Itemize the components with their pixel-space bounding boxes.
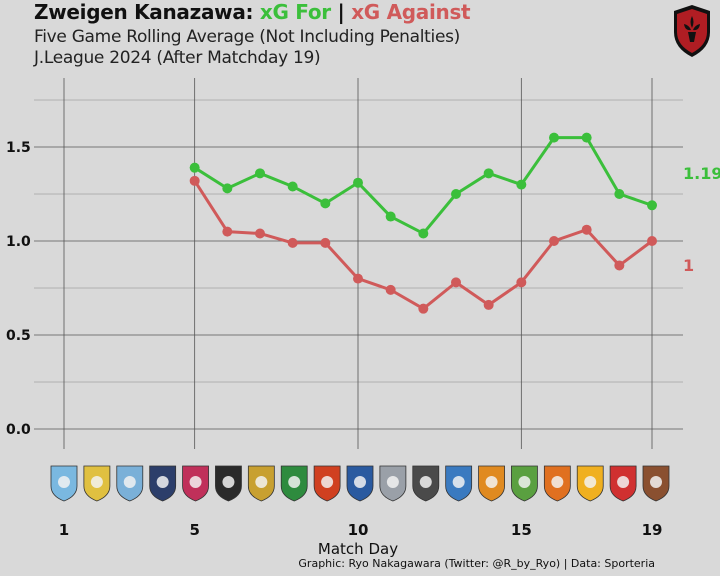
title-team: Zweigen Kanazawa: xyxy=(34,0,254,24)
series xyxy=(189,132,657,314)
data-point-xg-against xyxy=(189,175,200,186)
team-crest-icon xyxy=(674,5,710,57)
opponent-badge-icon xyxy=(182,465,209,502)
opponent-badges xyxy=(50,465,670,502)
opponent-badge-icon xyxy=(50,465,78,502)
x-axis-label: Match Day xyxy=(318,540,398,558)
data-point-xg-against xyxy=(287,237,298,248)
data-point-xg-against xyxy=(418,303,429,314)
y-tick-label: 1.5 xyxy=(6,140,31,156)
data-point-xg-for xyxy=(287,181,298,192)
chart-title: Zweigen Kanazawa: xG For | xG Against xyxy=(34,0,471,24)
title-separator: | xyxy=(337,0,345,24)
y-tick-label: 0.5 xyxy=(6,328,31,344)
data-point-xg-against xyxy=(255,228,265,239)
data-point-xg-for xyxy=(451,189,461,199)
opponent-badge-icon xyxy=(116,465,144,502)
opponent-badge-icon xyxy=(478,465,505,502)
data-point-xg-for xyxy=(581,132,592,143)
x-tick-labels: 1 5 10 15 19 xyxy=(59,521,663,539)
data-point-xg-against xyxy=(385,284,396,295)
title-xg-against: xG Against xyxy=(351,0,471,24)
y-tick-labels: 0.0 0.5 1.0 1.5 xyxy=(6,140,31,438)
data-point-xg-against xyxy=(516,277,527,288)
end-label-xg-against: 1 xyxy=(683,256,695,275)
y-tick-label: 1.0 xyxy=(6,234,31,250)
y-tick-label: 0.0 xyxy=(6,422,31,438)
x-tick-label: 10 xyxy=(348,521,369,539)
opponent-badge-icon xyxy=(642,465,670,502)
opponent-badge-icon xyxy=(511,465,538,502)
chart-subtitle-league: J.League 2024 (After Matchday 19) xyxy=(34,48,321,68)
opponent-badge-icon xyxy=(609,465,637,502)
x-tick-label: 15 xyxy=(511,521,532,539)
series-line-xg-against xyxy=(193,180,653,311)
x-tick-label: 19 xyxy=(642,521,663,539)
data-point-xg-for xyxy=(516,179,527,190)
data-point-xg-for xyxy=(647,200,657,211)
data-point-xg-for xyxy=(222,183,233,194)
data-point-xg-against xyxy=(549,236,559,246)
end-label-xg-for: 1.19 xyxy=(683,164,720,183)
x-tick-label: 1 xyxy=(59,521,69,539)
data-point-xg-for xyxy=(483,168,494,179)
chart-subtitle: Five Game Rolling Average (Not Including… xyxy=(34,27,460,47)
data-point-xg-against xyxy=(581,224,592,235)
opponent-badge-icon xyxy=(149,465,177,502)
grid xyxy=(34,78,683,449)
data-point-xg-for xyxy=(353,177,363,188)
data-point-xg-against xyxy=(483,299,494,310)
opponent-badge-icon xyxy=(543,465,571,502)
x-tick-label: 5 xyxy=(189,521,199,539)
series-line-xg-for xyxy=(193,136,653,235)
data-point-xg-against xyxy=(353,273,363,284)
data-point-xg-against xyxy=(647,236,657,246)
opponent-badge-icon xyxy=(412,465,440,502)
opponent-badge-icon xyxy=(215,465,242,502)
opponent-badge-icon xyxy=(346,465,374,502)
data-point-xg-for xyxy=(418,228,429,239)
data-point-xg-against xyxy=(614,260,625,271)
opponent-badge-icon xyxy=(445,465,473,502)
data-point-xg-for xyxy=(614,189,625,199)
opponent-badge-icon xyxy=(379,465,407,502)
credit-text: Graphic: Ryo Nakagawara (Twitter: @R_by_… xyxy=(298,557,655,570)
opponent-badge-icon xyxy=(280,465,308,502)
opponent-badge-icon xyxy=(247,465,275,502)
data-point-xg-for xyxy=(189,162,200,173)
data-point-xg-against xyxy=(222,226,233,237)
data-point-xg-for xyxy=(255,168,265,179)
opponent-badge-icon xyxy=(83,465,111,502)
opponent-badge-icon xyxy=(313,465,341,502)
data-point-xg-for xyxy=(320,198,331,209)
title-xg-for: xG For xyxy=(259,0,331,24)
opponent-badge-icon xyxy=(576,465,604,502)
data-point-xg-against xyxy=(320,237,331,248)
data-point-xg-for xyxy=(385,211,396,222)
data-point-xg-against xyxy=(451,277,461,288)
data-point-xg-for xyxy=(549,132,559,143)
